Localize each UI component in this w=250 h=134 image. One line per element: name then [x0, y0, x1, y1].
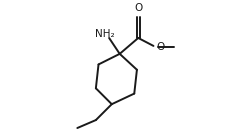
Text: NH₂: NH₂: [95, 29, 115, 39]
Text: O: O: [156, 42, 164, 52]
Text: O: O: [134, 3, 142, 14]
